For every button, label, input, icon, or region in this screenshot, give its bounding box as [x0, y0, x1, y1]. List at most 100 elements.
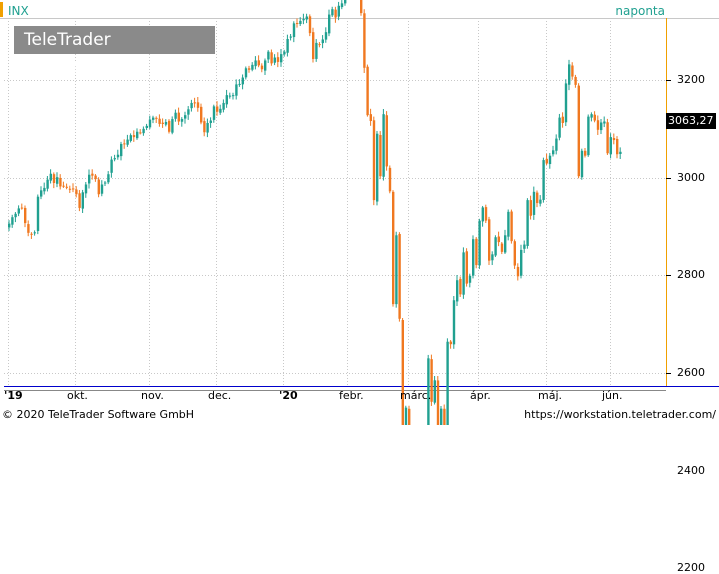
- candle-down: [385, 115, 388, 167]
- teletrader-logo-badge: TeleTrader WorkStation: [14, 26, 215, 78]
- candle-down: [68, 188, 72, 190]
- candle-up: [235, 84, 238, 96]
- candle-down: [536, 192, 539, 204]
- candle-up: [206, 122, 209, 133]
- candle-up: [113, 158, 116, 160]
- candle-down: [465, 251, 468, 284]
- candle-up: [209, 120, 212, 123]
- candle-up: [232, 95, 235, 97]
- candle-down: [497, 236, 500, 243]
- candle-down: [510, 211, 513, 242]
- candle-down: [392, 191, 395, 305]
- candle-up: [40, 190, 43, 197]
- candle-down: [449, 341, 452, 345]
- copyright-text: © 2020 TeleTrader Software GmbH: [2, 408, 195, 421]
- candle-up: [222, 102, 225, 110]
- candle-down: [488, 219, 491, 261]
- candle-down: [196, 102, 200, 108]
- candle-down: [443, 408, 446, 425]
- candle-up: [507, 211, 510, 237]
- chart-frame: [0, 0, 719, 425]
- candle-down: [500, 243, 504, 252]
- candle-up: [107, 174, 110, 183]
- candle-up: [555, 138, 558, 151]
- candle-down: [577, 85, 580, 177]
- candle-down: [59, 177, 62, 187]
- candle-down: [360, 0, 363, 14]
- candle-up: [225, 95, 228, 105]
- candle-up: [340, 3, 344, 8]
- candle-up: [120, 143, 123, 157]
- candle-down: [475, 238, 478, 266]
- candle-down: [372, 120, 376, 201]
- candle-down: [62, 185, 65, 187]
- candle-up: [472, 239, 475, 276]
- candle-down: [593, 114, 596, 121]
- candle-up: [382, 114, 385, 177]
- candle-up: [491, 254, 494, 261]
- candle-down: [27, 224, 30, 233]
- candle-down: [408, 408, 411, 425]
- candle-down: [308, 16, 312, 34]
- candle-up: [376, 133, 379, 202]
- period-selector[interactable]: naponta: [615, 4, 665, 18]
- candle-up: [552, 150, 555, 155]
- candle-up: [468, 275, 472, 283]
- candle-up: [43, 187, 46, 192]
- symbol-accent-bar: [0, 2, 3, 17]
- candle-down: [612, 138, 616, 141]
- candle-down: [24, 207, 27, 224]
- candle-up: [619, 151, 622, 155]
- candle-up: [603, 121, 606, 124]
- candle-up: [219, 108, 222, 113]
- candle-up: [568, 64, 571, 85]
- candle-down: [606, 122, 609, 154]
- candle-down: [401, 320, 404, 425]
- candle-down: [168, 120, 171, 132]
- candle-up: [241, 77, 244, 85]
- candle-up: [238, 83, 241, 85]
- candle-down: [430, 359, 433, 402]
- x-tick-label: jún.: [602, 389, 623, 402]
- candle-up: [273, 57, 276, 63]
- candle-up: [244, 68, 248, 78]
- candle-up: [324, 32, 328, 40]
- candle-up: [600, 122, 603, 131]
- candle-up: [590, 114, 593, 118]
- candle-down: [296, 23, 299, 25]
- x-tick-label: márc.: [400, 389, 432, 402]
- candle-up: [8, 223, 11, 228]
- candle-up: [148, 119, 152, 128]
- candle-up: [609, 137, 612, 155]
- candle-down: [513, 241, 516, 266]
- candle-down: [270, 52, 273, 64]
- x-tick-label: dec.: [208, 389, 232, 402]
- source-url-link[interactable]: https://workstation.teletrader.com/: [524, 408, 716, 421]
- y-tick-label: 2800: [677, 268, 705, 281]
- candle-up: [299, 20, 302, 25]
- candle-up: [344, 0, 347, 4]
- candle-up: [286, 38, 289, 53]
- candle-down: [161, 122, 164, 124]
- candle-up: [171, 119, 174, 133]
- candle-up: [104, 182, 107, 184]
- candle-down: [75, 189, 78, 195]
- candle-down: [334, 9, 337, 18]
- candle-up: [116, 154, 120, 158]
- candle-up: [558, 117, 561, 138]
- candle-down: [78, 193, 81, 208]
- candle-down: [366, 66, 369, 116]
- candle-down: [363, 13, 366, 68]
- candle-up: [328, 14, 331, 34]
- candle-up: [174, 112, 177, 119]
- candle-down: [571, 65, 574, 77]
- candle-down: [200, 106, 203, 123]
- candle-up: [478, 220, 481, 266]
- candle-up: [289, 36, 292, 38]
- candle-down: [248, 68, 251, 70]
- candle-up: [81, 192, 84, 209]
- candle-up: [84, 184, 88, 194]
- candle-down: [561, 116, 564, 123]
- candle-up: [254, 60, 257, 67]
- candle-down: [203, 121, 206, 133]
